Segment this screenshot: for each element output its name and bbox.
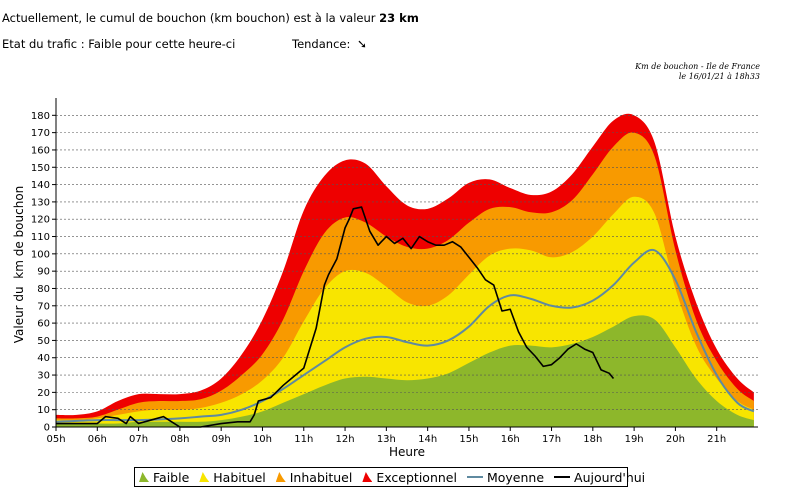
- x-tick-label: 07h: [129, 434, 148, 445]
- x-tick-label: 15h: [459, 434, 478, 445]
- legend-moyenne-line: [466, 476, 483, 478]
- legend-inhabituel: Inhabituel: [275, 469, 353, 485]
- note-title: Km de bouchon - Ile de France: [635, 62, 760, 71]
- x-tick-label: 10h: [253, 434, 272, 445]
- y-tick-label: 140: [31, 180, 50, 191]
- x-tick-label: 14h: [418, 434, 437, 445]
- status-value: 23 km: [379, 11, 419, 25]
- x-tick-label: 08h: [170, 434, 189, 445]
- series-line-aujourdhui: [56, 206, 615, 428]
- y-tick-label: 130: [31, 197, 50, 208]
- y-tick-label: 90: [37, 267, 50, 278]
- x-tick-label: 12h: [336, 434, 355, 445]
- legend-habituel-label: Habituel: [213, 469, 266, 485]
- x-tick-label: 16h: [501, 434, 520, 445]
- legend-exceptionnel-swatch: [362, 472, 373, 482]
- x-tick-label: 18h: [583, 434, 602, 445]
- trend-arrow-icon: ➘: [357, 37, 368, 51]
- legend-aujourdhui-label: Aujourd'hui: [574, 469, 646, 485]
- y-tick-label: 160: [31, 145, 50, 156]
- x-axis-title: Heure: [389, 445, 425, 459]
- y-tick-label: 30: [37, 371, 50, 382]
- note-date: le 16/01/21 à 18h33: [678, 72, 760, 81]
- y-tick-label: 170: [31, 128, 50, 139]
- y-tick-label: 150: [31, 163, 50, 174]
- x-tick-label: 09h: [212, 434, 231, 445]
- trend: Tendance: ➘: [292, 37, 367, 51]
- traffic-state: Etat du trafic : Faible pour cette heure…: [2, 37, 236, 51]
- x-tick-label: 05h: [46, 434, 65, 445]
- legend-habituel-swatch: [199, 472, 210, 482]
- legend-aujourdhui-line: [554, 476, 571, 478]
- x-tick-label: 21h: [707, 434, 726, 445]
- trend-label: Tendance:: [292, 37, 351, 51]
- x-tick-label: 20h: [666, 434, 685, 445]
- legend-faible-label: Faible: [153, 469, 190, 485]
- y-tick-label: 20: [37, 388, 50, 399]
- y-tick-label: 40: [37, 353, 50, 364]
- legend-exceptionnel: Exceptionnel: [362, 470, 457, 485]
- x-tick-label: 19h: [625, 434, 644, 445]
- status-prefix: Actuellement, le cumul de bouchon (km bo…: [2, 11, 376, 25]
- x-tick-label: 11h: [294, 434, 313, 445]
- legend-moyenne: Moyenne: [466, 469, 545, 485]
- legend-exceptionnel-label: Exceptionnel: [376, 469, 457, 485]
- x-tick-label: 13h: [377, 434, 396, 445]
- y-tick-label: 10: [37, 405, 50, 416]
- y-tick-label: 50: [37, 336, 50, 347]
- y-tick-label: 80: [37, 284, 50, 295]
- legend-faible-swatch: [139, 472, 149, 482]
- y-tick-label: 70: [37, 301, 50, 312]
- y-axis-title: Valeur du km de bouchon: [12, 186, 26, 344]
- status-line: Actuellement, le cumul de bouchon (km bo…: [2, 11, 419, 25]
- chart-note: Km de bouchon - Ile de France le 16/01/2…: [635, 62, 760, 82]
- y-tick-label: 120: [31, 215, 50, 226]
- y-tick-label: 110: [31, 232, 50, 243]
- legend-faible: Faible: [139, 470, 189, 485]
- y-tick-label: 180: [31, 111, 50, 122]
- x-tick-label: 06h: [88, 434, 107, 445]
- y-tick-label: 100: [31, 249, 50, 260]
- legend-inhabituel-label: Inhabituel: [289, 469, 353, 485]
- legend-aujourdhui: Aujourd'hui: [554, 470, 645, 485]
- legend-habituel: Habituel: [199, 469, 266, 485]
- band-faible: [56, 315, 754, 427]
- y-tick-label: 60: [37, 319, 50, 330]
- x-tick-label: 17h: [542, 434, 561, 445]
- series-line-moyenne: [55, 248, 755, 423]
- y-tick-label: 0: [44, 423, 50, 434]
- legend-moyenne-label: Moyenne: [486, 469, 545, 485]
- legend: Faible Habituel Inhabituel Exceptionnel …: [134, 467, 645, 487]
- legend-inhabituel-swatch: [275, 472, 286, 482]
